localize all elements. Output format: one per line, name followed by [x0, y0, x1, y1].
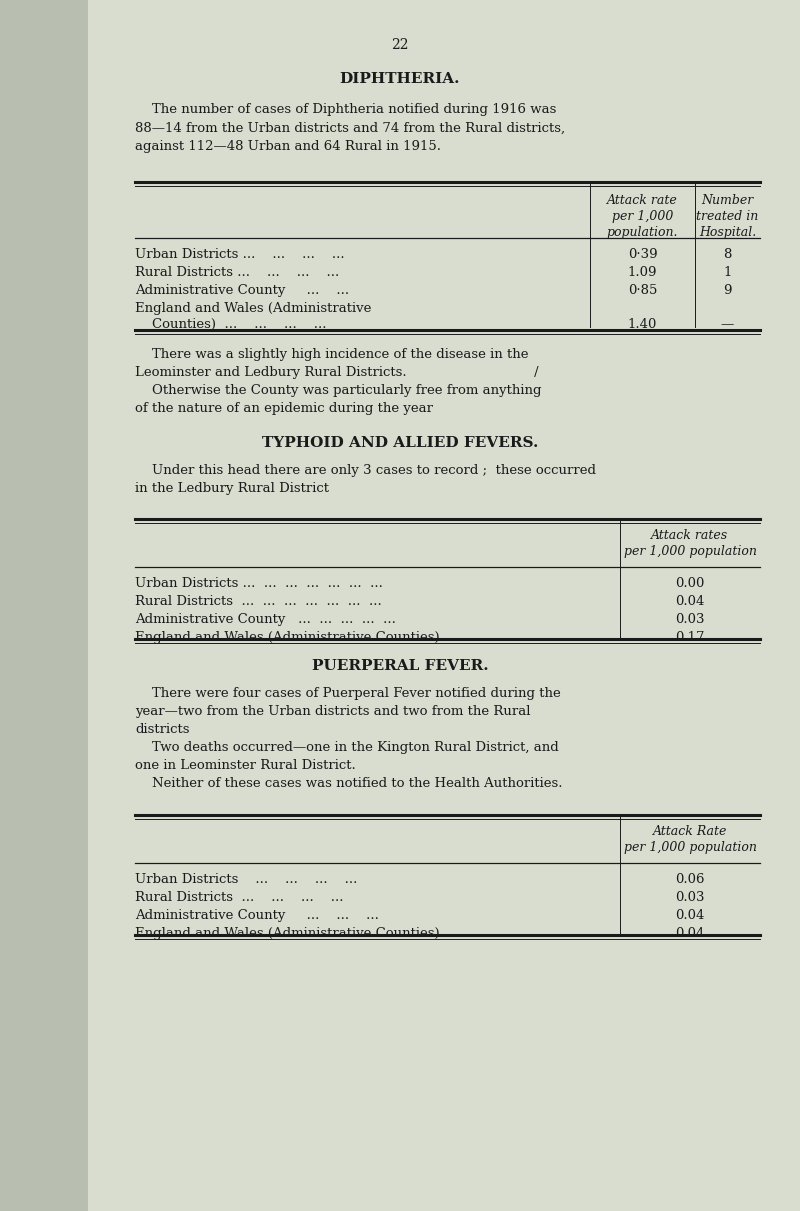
Text: 1: 1 — [723, 266, 732, 279]
Text: 1.09: 1.09 — [628, 266, 658, 279]
Text: 1.40: 1.40 — [628, 318, 657, 331]
Text: 0·39: 0·39 — [628, 248, 658, 262]
Text: Urban Districts    ...    ...    ...    ...: Urban Districts ... ... ... ... — [135, 873, 358, 886]
Text: districts: districts — [135, 723, 190, 736]
Text: Neither of these cases was notified to the Health Authorities.: Neither of these cases was notified to t… — [135, 777, 562, 790]
Text: Under this head there are only 3 cases to record ;  these occurred: Under this head there are only 3 cases t… — [135, 464, 596, 477]
Text: —: — — [721, 318, 734, 331]
Text: 9: 9 — [723, 285, 732, 297]
Text: Urban Districts ...  ...  ...  ...  ...  ...  ...: Urban Districts ... ... ... ... ... ... … — [135, 576, 383, 590]
Text: Number: Number — [702, 194, 754, 207]
Text: 0·85: 0·85 — [628, 285, 657, 297]
Text: 0.03: 0.03 — [675, 891, 705, 903]
Text: of the nature of an epidemic during the year: of the nature of an epidemic during the … — [135, 402, 433, 415]
Text: one in Leominster Rural District.: one in Leominster Rural District. — [135, 759, 356, 771]
Text: Attack Rate: Attack Rate — [653, 825, 727, 838]
Text: 0.00: 0.00 — [675, 576, 705, 590]
Text: Rural Districts  ...  ...  ...  ...  ...  ...  ...: Rural Districts ... ... ... ... ... ... … — [135, 595, 382, 608]
Text: 0.04: 0.04 — [675, 926, 705, 940]
Text: 0.04: 0.04 — [675, 595, 705, 608]
Text: in the Ledbury Rural District: in the Ledbury Rural District — [135, 482, 329, 495]
Text: Rural Districts ...    ...    ...    ...: Rural Districts ... ... ... ... — [135, 266, 339, 279]
Text: per 1,000: per 1,000 — [612, 210, 673, 223]
Text: England and Wales (Administrative Counties)..: England and Wales (Administrative Counti… — [135, 926, 448, 940]
Text: treated in: treated in — [696, 210, 758, 223]
Text: DIPHTHERIA.: DIPHTHERIA. — [340, 71, 460, 86]
Text: Attack rates: Attack rates — [651, 529, 729, 543]
Text: Otherwise the County was particularly free from anything: Otherwise the County was particularly fr… — [135, 384, 542, 397]
Text: 22: 22 — [391, 38, 409, 52]
Text: 0.03: 0.03 — [675, 613, 705, 626]
Text: Leominster and Ledbury Rural Districts.                              /: Leominster and Ledbury Rural Districts. … — [135, 366, 538, 379]
Text: Two deaths occurred—one in the Kington Rural District, and: Two deaths occurred—one in the Kington R… — [135, 741, 558, 754]
Text: TYPHOID AND ALLIED FEVERS.: TYPHOID AND ALLIED FEVERS. — [262, 436, 538, 450]
Text: 8: 8 — [723, 248, 732, 262]
Text: The number of cases of Diphtheria notified during 1916 was
88—14 from the Urban : The number of cases of Diphtheria notifi… — [135, 103, 565, 153]
Text: There was a slightly high incidence of the disease in the: There was a slightly high incidence of t… — [135, 348, 529, 361]
Bar — [0, 0, 88, 1211]
Text: Hospital.: Hospital. — [699, 226, 756, 239]
Text: There were four cases of Puerperal Fever notified during the: There were four cases of Puerperal Fever… — [135, 687, 561, 700]
Text: per 1,000 population: per 1,000 population — [623, 840, 757, 854]
Text: 0.17: 0.17 — [675, 631, 705, 644]
Text: Rural Districts  ...    ...    ...    ...: Rural Districts ... ... ... ... — [135, 891, 343, 903]
Text: 0.06: 0.06 — [675, 873, 705, 886]
Text: population.: population. — [606, 226, 678, 239]
Text: Administrative County     ...    ...: Administrative County ... ... — [135, 285, 349, 297]
Text: Administrative County     ...    ...    ...: Administrative County ... ... ... — [135, 909, 379, 922]
Text: England and Wales (Administrative: England and Wales (Administrative — [135, 302, 371, 315]
Text: Urban Districts ...    ...    ...    ...: Urban Districts ... ... ... ... — [135, 248, 345, 262]
Text: per 1,000 population: per 1,000 population — [623, 545, 757, 558]
Text: England and Wales (Administrative Counties): England and Wales (Administrative Counti… — [135, 631, 440, 644]
Text: 0.04: 0.04 — [675, 909, 705, 922]
Text: year—two from the Urban districts and two from the Rural: year—two from the Urban districts and tw… — [135, 705, 530, 718]
Text: Administrative County   ...  ...  ...  ...  ...: Administrative County ... ... ... ... ..… — [135, 613, 396, 626]
Text: PUERPERAL FEVER.: PUERPERAL FEVER. — [312, 659, 488, 673]
Text: Attack rate: Attack rate — [607, 194, 678, 207]
Text: Counties)  ...    ...    ...    ...: Counties) ... ... ... ... — [135, 318, 326, 331]
